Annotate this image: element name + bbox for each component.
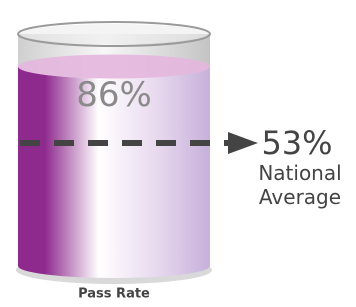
cylinder [16, 22, 212, 284]
reference-label: 53% [261, 124, 332, 162]
reference-arrow [228, 132, 258, 154]
chart-svg: Pass Rate 86% 53% [0, 0, 356, 307]
chart: Pass Rate 86% 53% National Average [0, 0, 356, 307]
rim-inner [20, 24, 208, 44]
category-label: Pass Rate [78, 287, 150, 302]
value-label: 86% [76, 75, 152, 115]
reference-name: National Average [246, 161, 354, 209]
